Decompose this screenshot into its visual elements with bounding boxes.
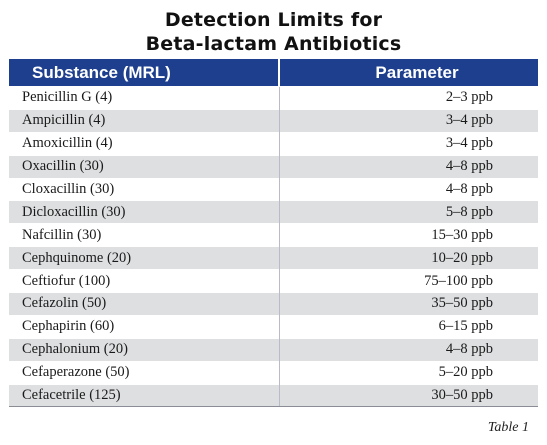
table-row: Cephquinome (20) 10–20 ppb [9,246,538,270]
cell-parameter: 75–100 ppb [279,269,538,293]
cell-parameter: 6–15 ppb [279,314,538,339]
cell-substance: Dicloxacillin (30) [9,200,280,224]
cell-substance: Ceftiofur (100) [9,269,280,293]
cell-parameter: 4–8 ppb [279,177,538,201]
cell-parameter: 4–8 ppb [279,154,538,179]
table-title: Detection Limits for Beta-lactam Antibio… [0,8,547,56]
column-header-parameter: Parameter [279,59,538,87]
table-row: Nafcillin (30) 15–30 ppb [9,223,538,247]
cell-substance: Penicillin G (4) [9,86,280,110]
cell-parameter: 5–20 ppb [279,360,538,385]
cell-parameter: 2–3 ppb [279,86,538,110]
cell-parameter: 30–50 ppb [279,383,538,408]
table-row: Dicloxacillin (30) 5–8 ppb [9,200,538,224]
column-header-substance: Substance (MRL) [9,59,280,87]
cell-substance: Cephalonium (20) [9,337,280,362]
table-row: Cefazolin (50) 35–50 ppb [9,292,538,316]
cell-substance: Cephquinome (20) [9,246,280,270]
table-row: Oxacillin (30) 4–8 ppb [9,154,538,179]
cell-substance: Ampicillin (4) [9,108,280,133]
cell-substance: Amoxicillin (4) [9,131,280,156]
table-body: Penicillin G (4) 2–3 ppb Ampicillin (4) 3–4… [9,86,538,408]
table-header-row: Substance (MRL) Parameter [9,59,538,87]
cell-parameter: 10–20 ppb [279,246,538,270]
cell-parameter: 4–8 ppb [279,337,538,362]
table-row: Cefacetrile (125) 30–50 ppb [9,383,538,408]
title-line-2: Beta-lactam Antibiotics [145,33,402,55]
cell-parameter: 5–8 ppb [279,200,538,224]
cell-substance: Nafcillin (30) [9,223,280,247]
detection-limits-table: Substance (MRL) Parameter Penicillin G (… [9,59,538,408]
table-row: Amoxicillin (4) 3–4 ppb [9,131,538,156]
cell-substance: Cefaperazone (50) [9,360,280,385]
table-row: Ampicillin (4) 3–4 ppb [9,108,538,133]
cell-parameter: 3–4 ppb [279,131,538,156]
table-row: Cephalonium (20) 4–8 ppb [9,337,538,362]
title-line-1: Detection Limits for [164,9,383,31]
table-row: Penicillin G (4) 2–3 ppb [9,86,538,110]
table-row: Ceftiofur (100) 75–100 ppb [9,269,538,293]
cell-parameter: 35–50 ppb [279,292,538,316]
cell-parameter: 3–4 ppb [279,108,538,133]
cell-substance: Cefazolin (50) [9,292,280,316]
table-row: Cloxacillin (30) 4–8 ppb [9,177,538,201]
table-caption: Table 1 [487,420,529,435]
cell-substance: Cloxacillin (30) [9,177,280,201]
cell-substance: Oxacillin (30) [9,154,280,179]
cell-substance: Cephapirin (60) [9,314,280,339]
table-row: Cephapirin (60) 6–15 ppb [9,314,538,339]
table-row: Cefaperazone (50) 5–20 ppb [9,360,538,385]
cell-substance: Cefacetrile (125) [9,383,280,408]
cell-parameter: 15–30 ppb [279,223,538,247]
